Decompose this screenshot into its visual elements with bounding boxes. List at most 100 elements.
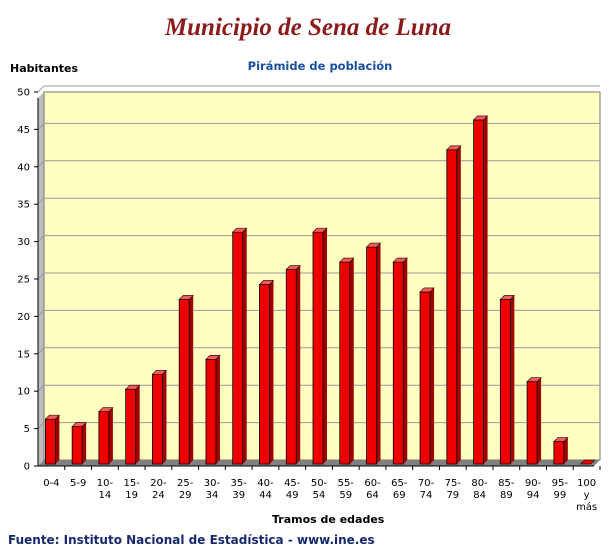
bar-side	[376, 243, 381, 464]
gridline	[37, 160, 600, 168]
bar	[499, 295, 516, 465]
bar-top	[392, 257, 409, 263]
x-tick: 45-49	[284, 466, 307, 501]
x-tick-label: 65-69	[391, 478, 408, 501]
y-tick-label: 20	[17, 312, 30, 323]
bar	[392, 257, 409, 465]
bar-top	[553, 437, 569, 442]
y-tick-label: 0	[24, 462, 30, 473]
x-tick-label: 100 y más	[576, 478, 597, 513]
bar-front	[71, 426, 83, 465]
bar-side	[537, 377, 542, 464]
bar-top	[231, 227, 248, 233]
x-tick-label: 55-59	[338, 478, 355, 501]
gridline	[37, 85, 600, 93]
bar	[151, 369, 168, 465]
x-tick: 0-4	[43, 466, 66, 489]
bar-side	[563, 437, 568, 464]
bar-top	[472, 115, 489, 121]
x-tick: 95-99	[552, 466, 574, 501]
bar-top	[579, 459, 596, 465]
bar-side	[323, 228, 327, 464]
x-tick-label: 40-44	[257, 478, 274, 501]
gridline	[37, 384, 600, 392]
x-tick: 25-29	[177, 466, 200, 501]
bar-front	[232, 231, 244, 465]
x-tick-label: 20-24	[150, 478, 167, 501]
bar	[258, 280, 275, 465]
x-tick: 30-34	[204, 466, 226, 501]
bar-side	[456, 145, 461, 464]
y-tick: 0	[24, 462, 38, 473]
bar	[231, 227, 248, 465]
bar-front	[285, 269, 297, 465]
bar-front	[339, 261, 351, 465]
x-tick-label: 75-79	[445, 478, 462, 501]
x-tick: 90-94	[525, 466, 547, 501]
bar	[339, 257, 355, 465]
x-tick-label: 50-54	[311, 478, 328, 501]
bar-side	[403, 258, 408, 464]
bar-top	[365, 242, 382, 248]
y-tick-label: 50	[17, 88, 30, 99]
x-axis-ticks: 0-4 5-9 10-14 15-19 20-24 25-29 30-34 35-39 40-4…	[38, 465, 601, 513]
y-tick: 15	[17, 349, 38, 360]
bar	[44, 414, 61, 465]
y-tick: 35	[17, 200, 38, 211]
bar-front	[392, 261, 404, 465]
x-tick: 20-24	[150, 466, 173, 501]
bar-top	[526, 377, 542, 383]
bar	[446, 145, 462, 465]
x-tick: 40-44	[257, 466, 280, 501]
bar	[124, 384, 141, 465]
bar-side	[349, 258, 354, 464]
x-tick: 60-64	[364, 466, 387, 501]
x-axis-label: Tramos de edades	[272, 513, 385, 526]
bar	[71, 422, 87, 465]
x-tick: 50-54	[311, 466, 333, 501]
bar-top	[419, 287, 435, 293]
x-tick: 75-79	[445, 466, 467, 501]
x-tick-label: 0-4	[43, 478, 59, 489]
y-tick-label: 35	[17, 200, 30, 211]
bar-top	[205, 354, 221, 360]
bar-side	[430, 287, 435, 464]
bar-top	[124, 384, 141, 390]
x-tick-label: 80-84	[471, 478, 488, 501]
bar-side	[55, 415, 60, 464]
y-tick-label: 5	[24, 424, 30, 435]
x-tick-label: 25-29	[177, 478, 194, 501]
y-tick: 45	[17, 125, 38, 136]
x-tick: 100 y más	[576, 466, 601, 513]
bar-top	[151, 369, 168, 375]
bar-front	[44, 418, 56, 465]
bar	[285, 265, 301, 465]
bar-side	[215, 355, 220, 464]
bar-side	[189, 295, 194, 464]
x-tick: 15-19	[123, 466, 146, 501]
bar	[98, 407, 114, 465]
y-tick-label: 25	[17, 275, 30, 286]
bar-front	[499, 299, 511, 465]
bar	[472, 115, 489, 465]
bar-top	[499, 295, 516, 300]
gridline	[37, 347, 600, 355]
x-tick-label: 5-9	[70, 478, 86, 489]
bar-side	[82, 422, 87, 464]
bar	[365, 242, 382, 465]
x-tick: 70-74	[418, 466, 440, 501]
bar-side	[108, 407, 113, 464]
grid-lines	[37, 85, 600, 429]
bar-side	[510, 295, 515, 464]
bar	[312, 227, 328, 465]
x-tick-label: 45-49	[284, 478, 301, 501]
left-wall	[38, 92, 44, 466]
x-tick: 85-89	[498, 466, 521, 501]
bar	[579, 459, 596, 465]
bar-side	[135, 385, 140, 464]
x-tick-label: 35-39	[231, 478, 248, 501]
bar-front	[526, 381, 538, 465]
y-tick: 5	[24, 424, 38, 435]
y-tick: 10	[17, 387, 38, 398]
